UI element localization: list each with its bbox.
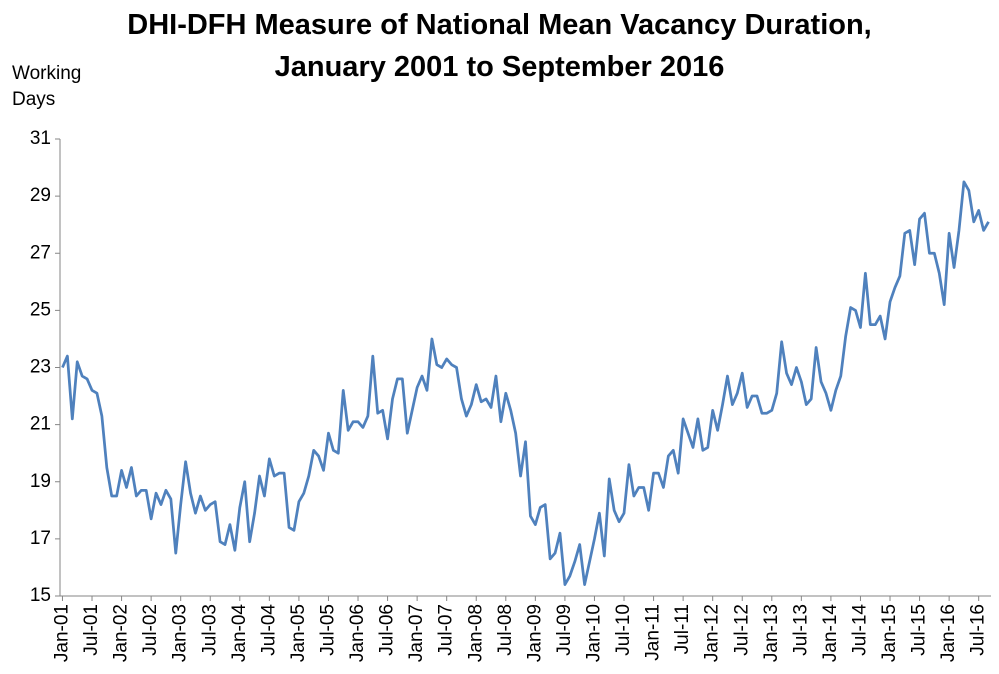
- x-tick-label: Jan-04: [229, 604, 250, 663]
- x-tick-label: Jan-05: [288, 604, 309, 662]
- x-tick-label: Jul-08: [495, 604, 516, 656]
- x-tick-label: Jan-13: [761, 604, 782, 662]
- x-tick-label: Jan-14: [820, 604, 841, 663]
- x-tick-label: Jan-07: [406, 604, 427, 662]
- y-axis-label-line2: Days: [12, 89, 56, 110]
- chart-title-line1: DHI-DFH Measure of National Mean Vacancy…: [127, 9, 872, 41]
- x-tick-label: Jan-12: [702, 604, 723, 662]
- series-line-vacancy-duration: [61, 180, 990, 586]
- x-tick-label: Jan-09: [524, 604, 545, 662]
- y-tick-label: 23: [30, 357, 51, 378]
- y-axis-label: Working Days: [12, 61, 81, 113]
- x-tick-label: Jul-05: [317, 604, 338, 656]
- y-axis: 15 17 19 21 23 25 27 29 31: [30, 128, 61, 606]
- y-tick-label: 19: [30, 471, 51, 492]
- x-tick-label: Jul-16: [968, 604, 989, 656]
- x-tick-label: Jan-15: [879, 604, 900, 662]
- y-tick-label: 21: [30, 414, 51, 435]
- x-tick-label: Jan-06: [347, 604, 368, 662]
- chart-title: DHI-DFH Measure of National Mean Vacancy…: [0, 4, 999, 88]
- x-tick-label: Jan-03: [170, 604, 191, 662]
- x-tick-label: Jul-09: [554, 604, 575, 656]
- y-tick-label: 15: [30, 585, 51, 606]
- x-tick-label: Jan-02: [111, 604, 132, 662]
- x-tick-label: Jul-11: [672, 604, 693, 654]
- chart-title-line2: January 2001 to September 2016: [274, 51, 725, 83]
- x-tick-label: Jan-01: [51, 604, 72, 662]
- plot-area: [61, 180, 990, 586]
- x-tick-label: Jul-14: [849, 604, 870, 656]
- x-tick-label: Jul-12: [731, 604, 752, 656]
- y-tick-label: 17: [30, 528, 51, 549]
- y-tick-label: 31: [30, 128, 51, 149]
- x-tick-label: Jul-13: [790, 604, 811, 656]
- x-tick-label: Jan-16: [938, 604, 959, 662]
- x-tick-label: Jul-10: [613, 604, 634, 656]
- y-tick-label: 25: [30, 299, 51, 320]
- x-tick-label: Jul-02: [140, 604, 161, 656]
- x-tick-label: Jul-03: [199, 604, 220, 656]
- x-tick-label: Jan-10: [583, 604, 604, 662]
- y-axis-label-line1: Working: [12, 63, 82, 84]
- x-tick-label: Jul-15: [909, 604, 930, 656]
- x-tick-label: Jul-04: [258, 604, 279, 656]
- x-axis: Jan-01 Jul-01 Jan-02 Jul-02 Jan-03 Jul-03 Jan-…: [51, 595, 991, 663]
- x-tick-label: Jan-08: [465, 604, 486, 662]
- x-tick-label: Jul-01: [81, 604, 102, 656]
- x-tick-label: Jul-06: [377, 604, 398, 656]
- x-tick-label: Jan-11: [643, 604, 664, 661]
- y-tick-label: 29: [30, 185, 51, 206]
- y-tick-label: 27: [30, 242, 51, 263]
- x-tick-label: Jul-07: [436, 604, 457, 656]
